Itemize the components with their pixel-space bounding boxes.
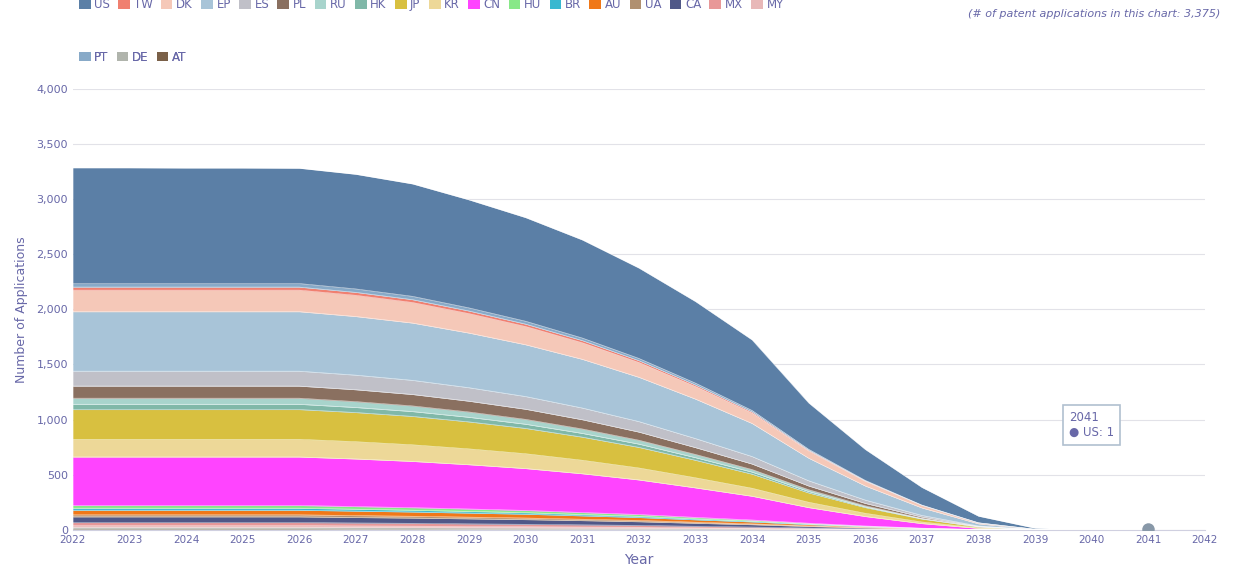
X-axis label: Year: Year [624,553,653,567]
Y-axis label: Number of Applications: Number of Applications [15,236,28,382]
Text: 2041
● US: 1: 2041 ● US: 1 [1069,411,1115,439]
Text: (# of patent applications in this chart: 3,375): (# of patent applications in this chart:… [968,9,1221,19]
Legend: PT, DE, AT: PT, DE, AT [79,51,186,63]
